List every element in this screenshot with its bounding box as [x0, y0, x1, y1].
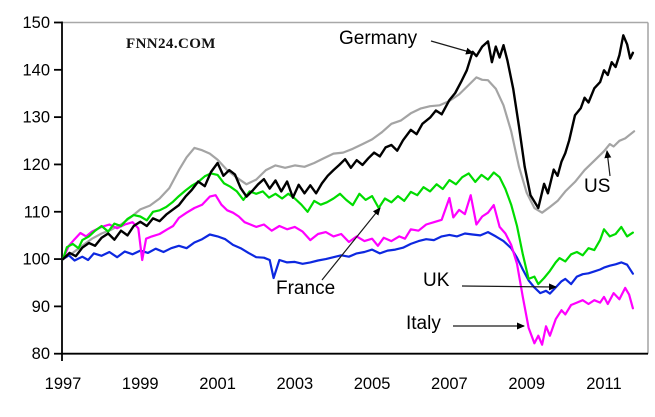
- x-tick-label: 2005: [354, 375, 391, 393]
- series-line-germany: [61, 34, 635, 261]
- watermark: FNN24.COM: [126, 36, 216, 52]
- annotation-label-italy: Italy: [406, 313, 441, 334]
- y-tick-label: 150: [22, 14, 50, 32]
- annotation-arrow-uk: [461, 283, 557, 291]
- y-tick-label: 130: [22, 109, 50, 127]
- y-tick-label: 90: [32, 298, 50, 316]
- x-tick-label: 2011: [586, 375, 621, 393]
- y-tick-label: 110: [24, 203, 50, 221]
- annotation-arrow-germany: [430, 40, 474, 55]
- series-line-france: [61, 171, 635, 286]
- y-tick-label: 100: [22, 251, 50, 269]
- annotation-label-us: US: [584, 176, 611, 197]
- x-tick-label: 2001: [199, 375, 236, 393]
- annotation-arrow-us: [604, 150, 612, 177]
- y-tick-label: 80: [32, 345, 50, 363]
- series-line-italy: [61, 194, 635, 346]
- series-line-us: [61, 76, 636, 261]
- annotation-label-germany: Germany: [339, 28, 418, 49]
- x-tick-label: 1999: [122, 375, 159, 393]
- annotation-label-uk: UK: [423, 270, 450, 291]
- x-tick-label: 2007: [431, 375, 468, 393]
- x-tick-label: 2009: [508, 375, 545, 393]
- annotation-label-france: France: [276, 278, 336, 299]
- x-tick-label: 2003: [276, 375, 313, 393]
- y-tick-label: 140: [22, 61, 50, 79]
- annotation-arrow-france: [321, 207, 381, 281]
- series-line-uk: [61, 231, 635, 295]
- x-tick-label: 1997: [45, 375, 82, 393]
- y-tick-label: 120: [22, 156, 50, 174]
